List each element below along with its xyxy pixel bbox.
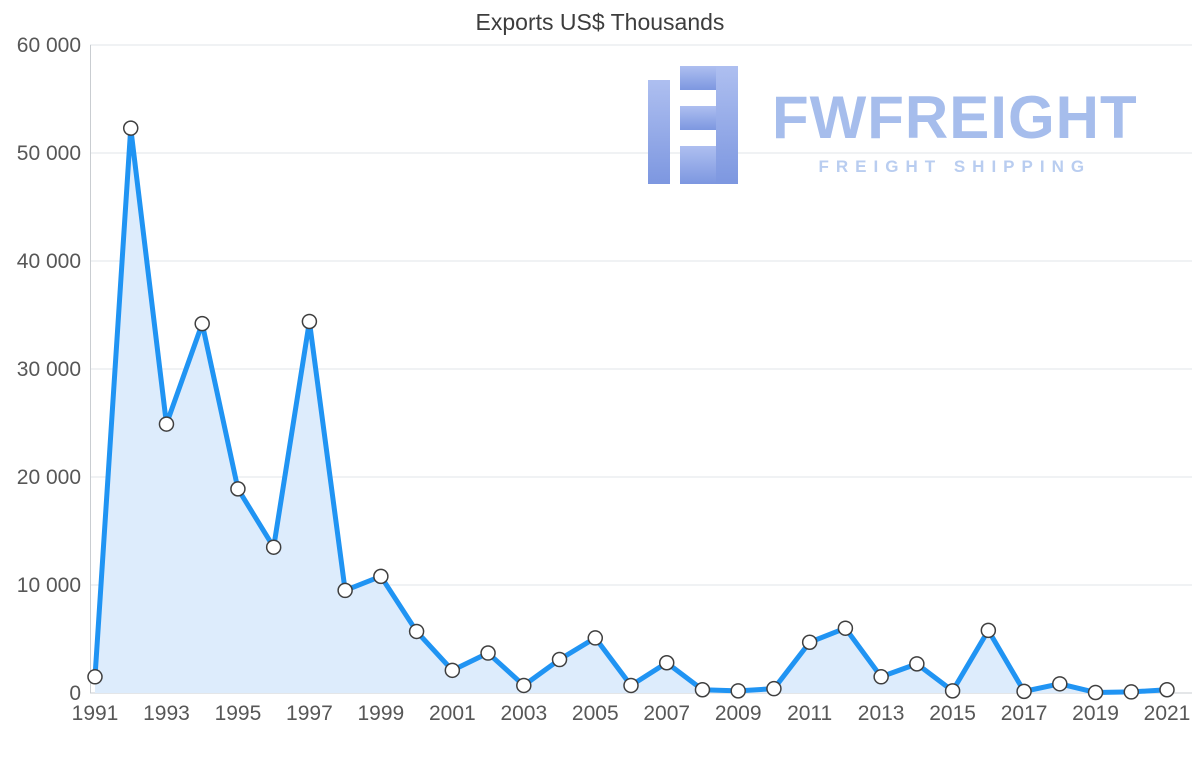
- svg-text:50 000: 50 000: [17, 142, 81, 165]
- brand-text-block: FWFREIGHT FREIGHT SHIPPING: [772, 66, 1138, 177]
- svg-text:60 000: 60 000: [17, 34, 81, 57]
- series-markers: [87, 120, 1175, 701]
- svg-text:1999: 1999: [358, 702, 405, 725]
- svg-text:2015: 2015: [929, 702, 976, 725]
- svg-text:2017: 2017: [1001, 702, 1048, 725]
- svg-text:2009: 2009: [715, 702, 762, 725]
- brand-watermark: FWFREIGHT FREIGHT SHIPPING: [648, 66, 1138, 184]
- series-area-fill: [95, 128, 1167, 693]
- svg-text:40 000: 40 000: [17, 250, 81, 273]
- svg-text:1991: 1991: [72, 702, 119, 725]
- svg-text:2011: 2011: [787, 702, 832, 725]
- svg-text:2019: 2019: [1072, 702, 1119, 725]
- chart-title: Exports US$ Thousands: [475, 9, 725, 35]
- svg-text:30 000: 30 000: [17, 358, 81, 381]
- fwfreight-logo-icon: [648, 66, 738, 184]
- svg-text:2001: 2001: [429, 702, 476, 725]
- gridlines: 0 10 000 20 000 30 000 40 000 50 000 60 000: [17, 34, 1192, 705]
- svg-text:2003: 2003: [500, 702, 547, 725]
- brand-name: FWFREIGHT: [772, 84, 1138, 151]
- svg-text:2021: 2021: [1144, 702, 1191, 725]
- brand-tagline: FREIGHT SHIPPING: [818, 157, 1092, 176]
- svg-text:2005: 2005: [572, 702, 619, 725]
- svg-text:20 000: 20 000: [17, 466, 81, 489]
- svg-text:1997: 1997: [286, 702, 333, 725]
- svg-text:10 000: 10 000: [17, 574, 81, 597]
- x-axis-labels: 1991 1993 1995 1997 1999 2001 2003 2005 2007 2009…: [72, 702, 1191, 725]
- svg-text:2007: 2007: [643, 702, 690, 725]
- svg-text:1995: 1995: [215, 702, 262, 725]
- svg-text:1993: 1993: [143, 702, 190, 725]
- svg-text:2013: 2013: [858, 702, 905, 725]
- svg-text:0: 0: [69, 682, 81, 705]
